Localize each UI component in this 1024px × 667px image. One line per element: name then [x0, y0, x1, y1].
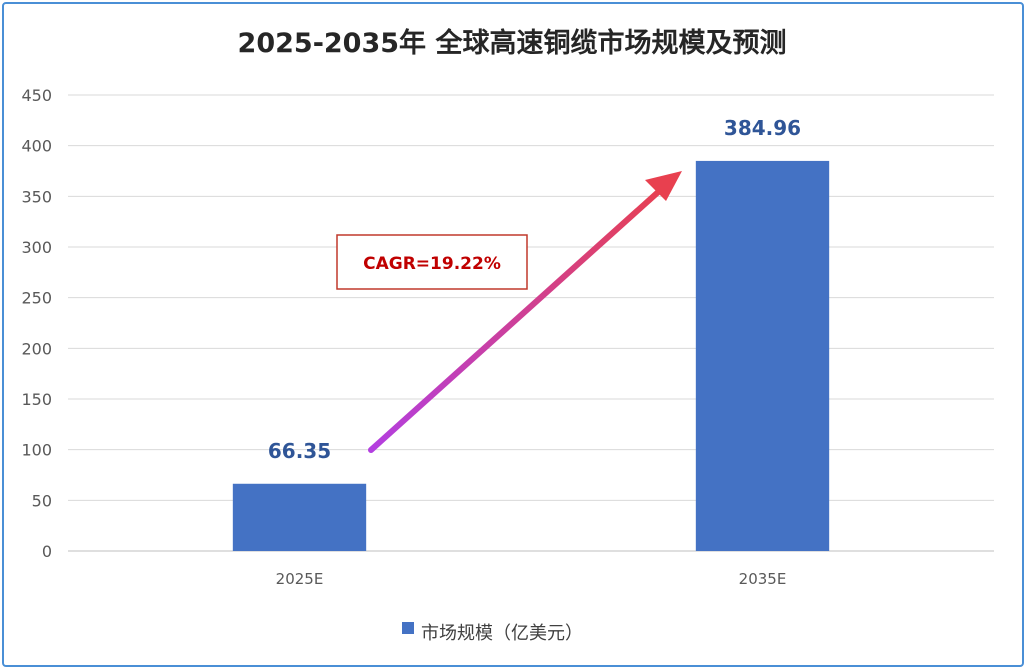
y-tick-label: 250	[21, 289, 52, 308]
y-tick-label: 50	[32, 491, 52, 510]
bars	[232, 160, 830, 551]
y-axis-ticks: 0 50 100 150 200 250 300 350 400 450	[21, 86, 52, 561]
legend: 市场规模（亿美元）	[402, 622, 583, 644]
cagr-arrow-line	[368, 182, 669, 453]
y-tick-label: 200	[21, 339, 52, 358]
cagr-arrow-head	[645, 171, 682, 201]
y-tick-label: 300	[21, 238, 52, 257]
cagr-annotation: CAGR=19.22%	[336, 234, 528, 290]
y-tick-label: 0	[42, 542, 52, 561]
chart-title: 2025-2035年 全球高速铜缆市场规模及预测	[238, 27, 787, 59]
data-label-2025E: 66.35	[268, 439, 331, 463]
data-labels: 66.35 384.96	[268, 116, 801, 463]
cagr-arrow	[368, 171, 682, 453]
x-tick-label: 2025E	[276, 570, 324, 588]
gridlines	[68, 94, 994, 552]
legend-label: 市场规模（亿美元）	[421, 623, 583, 644]
bar-2025E	[232, 483, 367, 551]
data-label-2035E: 384.96	[724, 116, 801, 140]
y-tick-label: 450	[21, 86, 52, 105]
y-tick-label: 100	[21, 441, 52, 460]
cagr-box	[336, 234, 528, 290]
legend-swatch	[402, 622, 414, 634]
x-tick-label: 2035E	[739, 570, 787, 588]
y-tick-label: 350	[21, 187, 52, 206]
x-axis-ticks: 2025E 2035E	[276, 570, 787, 588]
y-tick-label: 150	[21, 390, 52, 409]
cagr-label: CAGR=19.22%	[363, 254, 501, 274]
y-tick-label: 400	[21, 137, 52, 156]
bar-2035E	[695, 160, 830, 551]
